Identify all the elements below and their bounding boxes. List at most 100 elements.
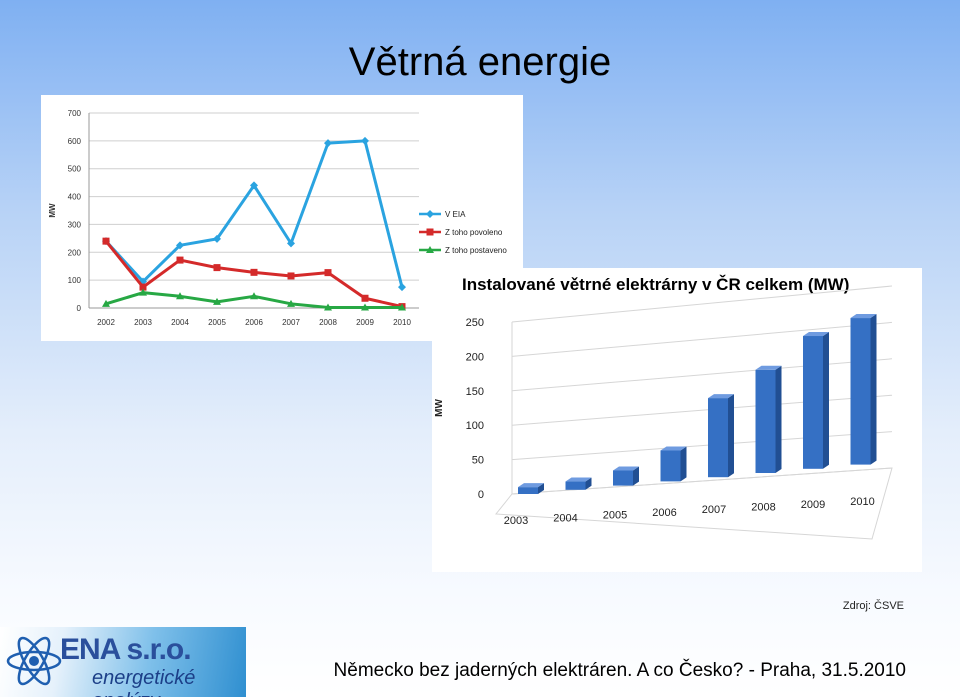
x-tick-label: 2005 [208, 318, 226, 327]
bar [565, 477, 592, 490]
series-group [102, 288, 406, 311]
data-point [324, 139, 332, 148]
y-tick-label: 100 [466, 420, 484, 432]
series-group [102, 237, 406, 311]
bar-side [680, 446, 687, 482]
x-tick-label: 2007 [702, 504, 726, 516]
series-line [104, 139, 404, 288]
data-point [213, 234, 221, 243]
bar-chart-panel: Instalované větrné elektrárny v ČR celke… [432, 268, 922, 572]
bar-top [803, 332, 829, 337]
data-point [139, 288, 147, 296]
x-tick-label: 2002 [97, 318, 115, 327]
bar-side [870, 314, 877, 465]
data-point [176, 256, 184, 264]
chart-floor [495, 467, 893, 540]
bar [850, 314, 877, 465]
data-point [426, 246, 434, 253]
logo-tagline: energetické analýzy [92, 667, 196, 697]
bar-front [565, 481, 586, 490]
data-point [176, 292, 184, 300]
bar-front [803, 336, 823, 469]
x-tick-label: 2008 [751, 502, 775, 514]
series-group [102, 136, 406, 292]
x-tick-label: 2009 [356, 318, 374, 327]
gridline [511, 394, 893, 426]
y-tick-label: 50 [472, 455, 484, 467]
bar-top [565, 477, 592, 482]
gridline [511, 321, 893, 357]
y-tick-label: 200 [466, 351, 484, 363]
bar [660, 446, 687, 482]
bar [755, 365, 782, 473]
bar-front [708, 398, 728, 478]
x-tick-label: 2007 [282, 318, 300, 327]
x-tick-label: 2008 [319, 318, 337, 327]
y-tick-label: 0 [77, 304, 82, 313]
atom-icon [6, 636, 62, 686]
data-point [398, 283, 406, 292]
x-tick-label: 2005 [603, 510, 627, 522]
y-tick-label: 700 [68, 109, 82, 118]
footer-text: Německo bez jaderných elektráren. A co Č… [333, 660, 906, 681]
line-chart: 0 100 200 300 400 500 600 700 2002 2003 2004 2005 20… [48, 109, 507, 327]
x-tick-label: 2004 [171, 318, 189, 327]
x-tick-label: 2006 [245, 318, 263, 327]
data-point [287, 239, 295, 248]
x-tick-label: 2004 [553, 512, 577, 524]
bar-chart: Instalované větrné elektrárny v ČR celke… [434, 275, 893, 540]
data-point [287, 272, 295, 280]
bar-chart-title: Instalované větrné elektrárny v ČR celke… [462, 275, 849, 294]
bar-side [823, 332, 829, 469]
y-tick-label: 150 [466, 386, 484, 398]
slide-title: Větrná energie [348, 40, 612, 84]
bar-top [708, 394, 734, 399]
y-tick-label: 400 [68, 193, 82, 202]
x-tick-label: 2010 [393, 318, 411, 327]
bar-side [775, 365, 782, 473]
bar [803, 332, 829, 469]
data-point [398, 303, 406, 311]
x-tick-label: 2003 [134, 318, 152, 327]
bar-front [660, 450, 681, 482]
x-tick-label: 2009 [801, 499, 825, 511]
legend-label: Z toho postaveno [445, 246, 507, 255]
data-point [250, 268, 258, 276]
line-chart-panel: 0 100 200 300 400 500 600 700 2002 2003 2004 2005 20… [41, 95, 523, 341]
legend-label: V EIA [445, 210, 466, 219]
logo-name: ENA s.r.o. [60, 633, 192, 666]
bar-side [633, 466, 639, 486]
data-point [250, 292, 258, 300]
y-tick-label: 200 [68, 248, 82, 257]
gridline [511, 431, 893, 461]
bar [708, 394, 734, 478]
data-point [102, 237, 110, 245]
data-point [213, 264, 221, 272]
bar-top [755, 365, 782, 370]
bar [613, 466, 639, 486]
y-tick-label: 600 [68, 137, 82, 146]
data-point [213, 297, 221, 305]
data-point [361, 303, 369, 311]
bar-front [850, 318, 871, 465]
data-point [102, 299, 110, 307]
data-point [176, 241, 184, 250]
y-tick-label: 300 [68, 220, 82, 229]
gridline [511, 358, 893, 392]
x-tick-label: 2010 [850, 496, 874, 508]
data-point [361, 294, 369, 302]
y-tick-label: 250 [466, 317, 484, 329]
bar-side [728, 394, 734, 478]
gridline [511, 285, 893, 323]
data-point [426, 210, 434, 218]
bar-front [755, 369, 776, 473]
data-point [139, 283, 147, 291]
x-tick-label: 2003 [504, 515, 528, 527]
bar [518, 483, 544, 494]
bar-side [538, 483, 544, 494]
bar-side [585, 477, 592, 490]
y-tick-label: 0 [478, 489, 484, 501]
data-point [250, 181, 258, 190]
y-axis-label: MW [434, 399, 445, 417]
bar-top [850, 314, 877, 319]
